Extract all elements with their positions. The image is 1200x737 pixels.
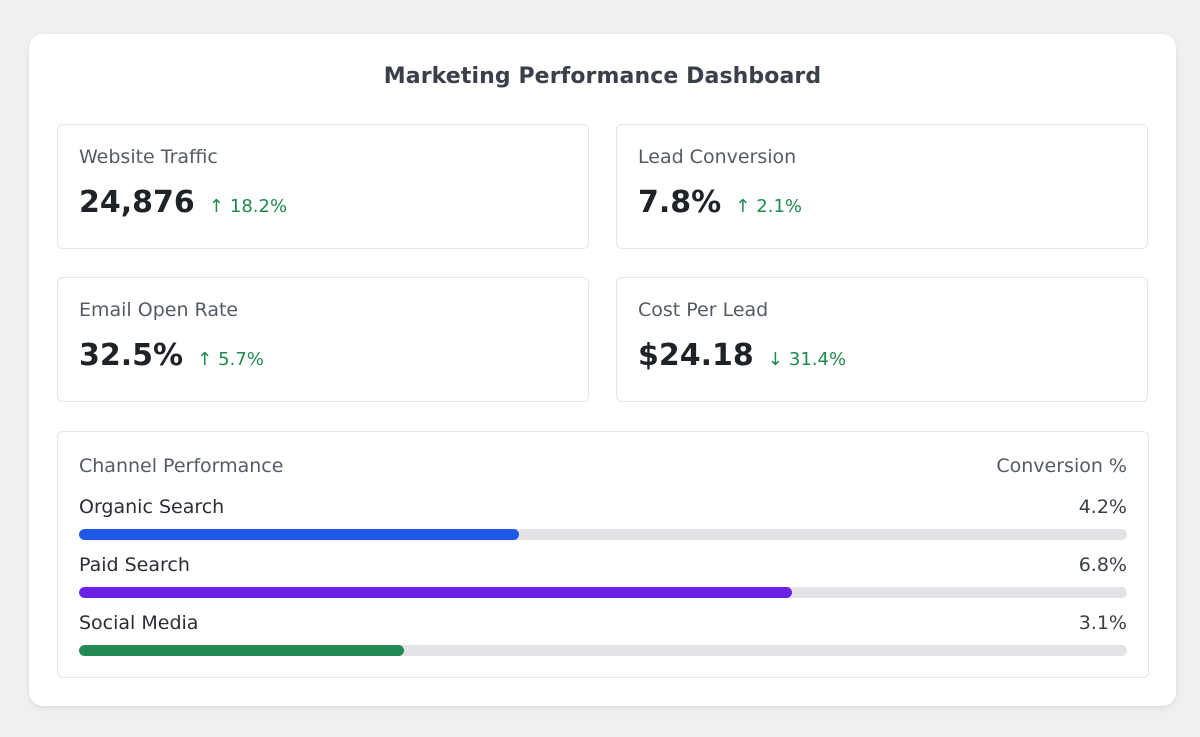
progress-track (79, 529, 1127, 540)
channel-row-social-media: Social Media 3.1% (79, 612, 1127, 662)
metric-change: ↑ 2.1% (735, 196, 802, 217)
metric-label: Email Open Rate (79, 299, 239, 321)
arrow-up-icon: ↑ (735, 196, 751, 217)
metric-value: $24.18 (638, 338, 754, 373)
channel-name: Social Media (79, 612, 199, 634)
metric-value: 24,876 (79, 185, 195, 220)
channel-label-line: Social Media 3.1% (79, 612, 1127, 634)
metric-card-website-traffic: Website Traffic 24,876 ↑ 18.2% (57, 124, 589, 249)
conversion-column-label: Conversion % (996, 455, 1127, 477)
channel-performance-title: Channel Performance (79, 455, 284, 477)
channel-value: 4.2% (1078, 496, 1127, 518)
metric-change: ↑ 5.7% (197, 349, 264, 370)
metric-change-value: 5.7% (218, 349, 264, 370)
metric-row: 32.5% ↑ 5.7% (79, 338, 264, 373)
channel-row-paid-search: Paid Search 6.8% (79, 554, 1127, 604)
channel-row-organic-search: Organic Search 4.2% (79, 496, 1127, 546)
channel-name: Organic Search (79, 496, 225, 518)
channel-label-line: Organic Search 4.2% (79, 496, 1127, 518)
metric-value: 32.5% (79, 338, 184, 373)
arrow-down-icon: ↓ (767, 349, 783, 370)
metric-label: Lead Conversion (638, 146, 797, 168)
metric-card-cost-per-lead: Cost Per Lead $24.18 ↓ 31.4% (616, 277, 1148, 402)
metric-change-value: 18.2% (229, 196, 288, 217)
progress-fill (79, 529, 520, 540)
progress-track (79, 587, 1127, 598)
progress-track (79, 645, 1127, 656)
metric-row: $24.18 ↓ 31.4% (638, 338, 846, 373)
channel-name: Paid Search (79, 554, 190, 576)
arrow-up-icon: ↑ (208, 196, 224, 217)
metric-row: 24,876 ↑ 18.2% (79, 185, 287, 220)
metric-value: 7.8% (638, 185, 722, 220)
metric-change-value: 2.1% (756, 196, 803, 217)
progress-fill (79, 587, 792, 598)
dashboard-title: Marketing Performance Dashboard (383, 64, 822, 89)
arrow-up-icon: ↑ (197, 349, 213, 370)
metric-change-value: 31.4% (788, 349, 847, 370)
channel-label-line: Paid Search 6.8% (79, 554, 1127, 576)
channel-performance-panel: Channel Performance Conversion % Organic… (57, 431, 1149, 678)
metric-label: Website Traffic (79, 146, 218, 168)
metric-change: ↑ 18.2% (209, 196, 287, 217)
metric-change: ↓ 31.4% (768, 349, 846, 370)
metric-card-lead-conversion: Lead Conversion 7.8% ↑ 2.1% (616, 124, 1148, 249)
channel-value: 6.8% (1078, 554, 1127, 576)
channel-performance-header: Channel Performance Conversion % (79, 455, 1127, 477)
progress-fill (79, 645, 404, 656)
metric-row: 7.8% ↑ 2.1% (638, 185, 802, 220)
metric-label: Cost Per Lead (638, 299, 769, 321)
channel-value: 3.1% (1078, 612, 1127, 634)
metric-card-email-open-rate: Email Open Rate 32.5% ↑ 5.7% (57, 277, 589, 402)
dashboard-card: Marketing Performance Dashboard Website … (29, 34, 1176, 706)
